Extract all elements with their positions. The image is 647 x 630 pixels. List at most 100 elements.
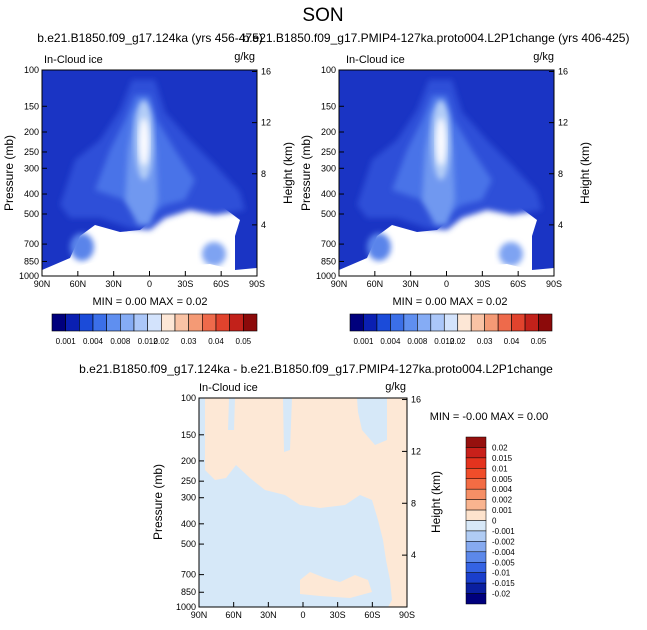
panel-a-left-label: In-Cloud ice — [44, 54, 103, 66]
colorbar-swatch — [376, 313, 391, 332]
y-tick-label: 850 — [181, 587, 196, 597]
y-tick-label: 400 — [24, 189, 39, 199]
colorbar-swatch — [511, 313, 526, 332]
x-tick-label: 0 — [444, 279, 449, 289]
colorbar-swatch — [497, 313, 512, 332]
y-right-tick-label: 4 — [411, 550, 416, 560]
y-tick-label: 200 — [321, 127, 336, 137]
colorbar-swatch — [174, 313, 189, 332]
x-tick-label: 90N — [191, 610, 208, 620]
diff-colorbar-swatch — [465, 582, 487, 594]
colorbar-swatch — [349, 313, 364, 332]
x-tick-label: 60N — [70, 279, 87, 289]
colorbar-label: 0.008 — [110, 337, 131, 346]
colorbar-label: 0.008 — [407, 337, 428, 346]
x-tick-label: 30N — [260, 610, 277, 620]
panel-a: b.e21.B1850.f09_g17.124ka (yrs 456-475) … — [2, 31, 295, 308]
panel-a-stats: MIN = 0.00 MAX = 0.02 — [93, 296, 208, 308]
colorbar-swatch — [457, 313, 472, 332]
y-tick-label: 400 — [321, 189, 336, 199]
colorbar-swatch — [390, 313, 405, 332]
y-tick-label: 200 — [181, 456, 196, 466]
colorbar-swatch — [484, 313, 499, 332]
panel-c: b.e21.B1850.f09_g17.124ka - b.e21.B1850.… — [79, 362, 553, 620]
colorbar-label: 0.012 — [434, 337, 455, 346]
panel-b-ylabel-right: Height (km) — [578, 142, 592, 204]
colorbar-swatch — [363, 313, 378, 332]
panel-c-title: b.e21.B1850.f09_g17.124ka - b.e21.B1850.… — [79, 362, 553, 376]
diff-colorbar-swatch — [465, 509, 487, 521]
page-title: SON — [302, 5, 343, 26]
panel-c-stats: MIN = -0.00 MAX = 0.00 — [430, 411, 549, 423]
colorbar-swatch — [79, 313, 94, 332]
diff-colorbar-swatch — [465, 457, 487, 469]
panel-b-blob-north — [367, 233, 391, 261]
diff-colorbar-swatch — [465, 436, 487, 448]
colorbar-label: 0.03 — [181, 337, 197, 346]
colorbar-swatch — [243, 313, 258, 332]
y-right-tick-label: 4 — [558, 220, 563, 230]
panel-b-axes: 90N 60N 30N 0 30S 60S 90S 100 150 200 250 300 400 500… — [316, 65, 568, 289]
y-tick-label: 250 — [181, 476, 196, 486]
colorbar-swatch — [65, 313, 80, 332]
colorbar-swatch — [133, 313, 148, 332]
y-right-tick-label: 4 — [261, 220, 266, 230]
y-right-tick-label: 16 — [411, 395, 421, 405]
panel-a-blob-north — [70, 233, 94, 261]
panel-a-core — [139, 118, 149, 166]
panel-c-negative-top-2 — [283, 398, 292, 452]
y-right-tick-label: 16 — [558, 67, 568, 77]
colorbar-swatch — [202, 313, 217, 332]
colorbar-swatch — [106, 313, 121, 332]
y-tick-label: 1000 — [316, 271, 336, 281]
y-tick-label: 100 — [181, 393, 196, 403]
colorbar-label: 0.05 — [531, 337, 547, 346]
diff-colorbar-swatch — [465, 520, 487, 532]
x-tick-label: 0 — [300, 610, 305, 620]
panel-b-left-label: In-Cloud ice — [346, 54, 405, 66]
y-tick-label: 1000 — [176, 602, 196, 612]
x-tick-label: 90S — [546, 279, 562, 289]
colorbar-swatch — [443, 313, 459, 332]
panel-c-ylabel: Pressure (mb) — [151, 464, 165, 540]
y-tick-label: 150 — [321, 101, 336, 111]
x-tick-label: 90S — [399, 610, 415, 620]
diff-colorbar-swatch — [465, 499, 487, 511]
diff-colorbar-label: 0.002 — [492, 496, 513, 505]
y-tick-label: 500 — [24, 209, 39, 219]
y-right-tick-label: 12 — [558, 118, 568, 128]
y-right-tick-label: 8 — [558, 169, 563, 179]
diff-colorbar-label: -0.001 — [492, 527, 515, 536]
colorbar-label: 0.001 — [56, 337, 77, 346]
colorbar-swatch — [92, 313, 107, 332]
colorbar-label: 0.012 — [138, 337, 159, 346]
diff-colorbar-swatch — [465, 593, 487, 605]
y-tick-label: 700 — [181, 570, 196, 580]
colorbar-swatch — [430, 313, 445, 332]
x-tick-label: 60S — [510, 279, 526, 289]
x-tick-label: 60S — [213, 279, 229, 289]
x-tick-label: 60S — [364, 610, 380, 620]
colorbar-label: 0.004 — [83, 337, 104, 346]
diff-colorbar-label: 0.001 — [492, 506, 513, 515]
x-tick-label: 90N — [331, 279, 348, 289]
diff-colorbar-label: 0.01 — [492, 464, 508, 473]
panel-b-right-label: g/kg — [533, 51, 554, 63]
y-right-tick-label: 8 — [261, 169, 266, 179]
diff-colorbar-label: -0.002 — [492, 537, 515, 546]
panel-c-left-label: In-Cloud ice — [199, 382, 258, 394]
x-tick-label: 60N — [367, 279, 384, 289]
x-tick-label: 30N — [105, 279, 122, 289]
x-tick-label: 30S — [177, 279, 193, 289]
colorbar-label: 0.04 — [504, 337, 520, 346]
panel-b-surface-mask — [339, 262, 554, 276]
x-tick-label: 90S — [249, 279, 265, 289]
diff-colorbar-swatch — [465, 468, 487, 479]
y-tick-label: 500 — [181, 539, 196, 549]
colorbar-swatch — [417, 313, 432, 332]
x-tick-label: 60N — [225, 610, 242, 620]
colorbar-label: 0.02 — [154, 337, 170, 346]
